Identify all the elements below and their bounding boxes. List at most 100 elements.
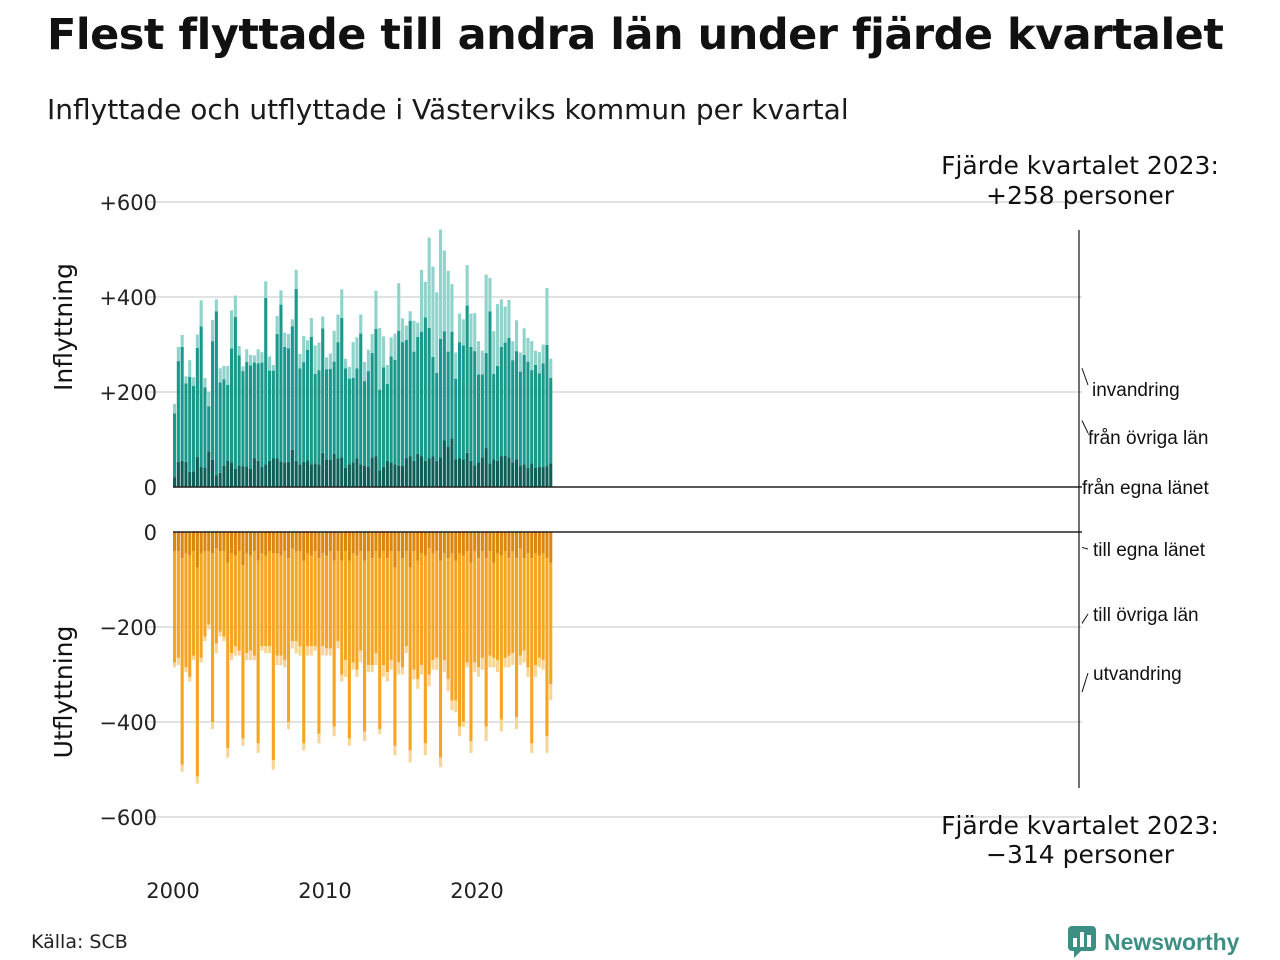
outflow-bar-utvandring [336, 641, 340, 649]
inflow-bar-från-övriga-län [465, 305, 469, 453]
outflow-bar-till-egna-länet [408, 532, 412, 568]
inflow-bar-invandring [530, 341, 534, 371]
outflow-bar-utvandring [344, 660, 348, 677]
outflow-bar-till-egna-länet [499, 532, 503, 556]
outflow-bar-utvandring [347, 738, 351, 746]
inflow-bar-från-egna-länet [530, 463, 534, 487]
outflow-bar-till-övriga-län [408, 567, 412, 751]
outflow-bar-till-övriga-län [347, 560, 351, 739]
outflow-bar-utvandring [249, 650, 253, 661]
inflow-bar-från-egna-länet [537, 467, 541, 487]
inflow-bar-från-egna-länet [526, 468, 530, 487]
series-label-leader [1081, 420, 1089, 434]
inflow-bar-invandring [450, 284, 454, 332]
outflow-bar-utvandring [450, 700, 454, 711]
outflow-bar-utvandring [214, 643, 218, 654]
inflow-bar-från-egna-länet [477, 462, 481, 487]
inflow-bar-från-övriga-län [249, 365, 253, 469]
outflow-bar-till-egna-länet [507, 532, 511, 559]
inflow-bar-från-övriga-län [245, 362, 249, 467]
outflow-bar-utvandring [420, 665, 424, 675]
inflow-bar-invandring [252, 355, 256, 363]
inflow-bar-från-övriga-län [336, 342, 340, 459]
inflow-bar-från-egna-länet [423, 460, 427, 487]
outflow-bar-till-egna-länet [503, 532, 507, 551]
inflow-bar-från-egna-länet [237, 465, 241, 487]
outflow-bar-till-egna-länet [534, 532, 538, 554]
inflow-bar-från-övriga-län [397, 330, 401, 466]
inflow-bar-invandring [256, 349, 260, 364]
outflow-bar-till-övriga-län [275, 553, 279, 656]
outflow-bar-utvandring [507, 655, 511, 668]
inflow-bar-invandring [275, 316, 279, 335]
outflow-bar-till-övriga-län [416, 560, 420, 680]
inflow-bar-från-övriga-län [404, 339, 408, 459]
inflow-bar-från-övriga-län [222, 379, 226, 466]
outflow-bar-till-egna-länet [431, 532, 435, 554]
outflow-bar-till-övriga-län [249, 555, 253, 651]
inflow-bar-från-övriga-län [541, 363, 545, 468]
inflow-bar-från-övriga-län [241, 371, 245, 467]
outflow-bar-till-övriga-län [306, 553, 310, 646]
outflow-bar-till-egna-länet [423, 532, 427, 556]
outflow-bar-till-övriga-län [302, 560, 306, 744]
outflow-bar-utvandring [465, 662, 469, 668]
inflow-bar-från-övriga-län [431, 356, 435, 457]
inflow-bar-från-egna-länet [195, 457, 199, 487]
outflow-bar-utvandring [317, 733, 321, 744]
outflow-bar-till-egna-länet [306, 532, 310, 554]
outflow-bar-till-övriga-län [203, 551, 207, 637]
bars [173, 229, 553, 784]
inflow-bar-från-egna-länet [393, 464, 397, 487]
outflow-bar-till-egna-länet [401, 532, 405, 559]
inflow-bar-från-övriga-län [298, 368, 302, 465]
inflow-bar-från-övriga-län [359, 333, 363, 465]
outflow-bar-utvandring [511, 653, 515, 665]
outflow-bar-till-egna-länet [321, 532, 325, 554]
inflow-bar-från-övriga-län [313, 373, 317, 464]
outflow-bar-till-egna-länet [173, 532, 177, 551]
inflow-bar-från-egna-länet [298, 464, 302, 487]
outflow-bar-till-övriga-län [256, 560, 260, 744]
outflow-bar-till-övriga-län [469, 562, 473, 741]
outflow-bar-utvandring [488, 655, 492, 668]
outflow-bar-till-övriga-län [442, 553, 446, 661]
outflow-bar-till-egna-länet [378, 532, 382, 559]
outflow-bar-till-övriga-län [359, 551, 363, 651]
outflow-bar-utvandring [370, 665, 374, 673]
inflow-bar-från-övriga-län [427, 327, 431, 459]
inflow-bar-invandring [317, 342, 321, 371]
inflow-bar-invandring [347, 366, 351, 379]
inflow-bar-från-övriga-län [370, 353, 374, 458]
outflow-bar-utvandring [230, 653, 234, 661]
inflow-bar-från-övriga-län [450, 331, 454, 439]
inflow-bar-från-övriga-län [374, 328, 378, 457]
inflow-bar-från-egna-länet [480, 457, 484, 487]
outflow-bar-till-övriga-län [423, 555, 427, 744]
outflow-bar-till-övriga-län [180, 558, 184, 765]
outflow-bar-utvandring [363, 731, 367, 741]
annotation-top-line2: +258 personer [986, 181, 1175, 210]
outflow-bar-till-egna-länet [207, 532, 211, 551]
inflow-bar-från-egna-länet [454, 459, 458, 487]
inflow-bar-från-egna-länet [336, 458, 340, 487]
outflow-bar-till-övriga-län [264, 555, 268, 646]
outflow-bar-till-egna-länet [473, 532, 477, 551]
outflow-bar-utvandring [503, 657, 507, 668]
outflow-bar-utvandring [454, 700, 458, 713]
outflow-bar-utvandring [199, 657, 203, 663]
inflow-bar-invandring [351, 342, 355, 378]
outflow-bar-till-övriga-län [192, 551, 196, 656]
inflow-bar-från-egna-länet [313, 463, 317, 487]
outflow-bar-till-egna-länet [294, 532, 298, 551]
x-tick-label: 2000 [146, 879, 199, 903]
inflow-bar-från-övriga-län [290, 326, 294, 450]
inflow-bar-från-egna-länet [435, 460, 439, 487]
outflow-bar-utvandring [374, 653, 378, 665]
inflow-bar-från-egna-länet [366, 467, 370, 487]
inflow-bar-från-egna-länet [484, 448, 488, 487]
inflow-bar-invandring [325, 357, 329, 370]
inflow-bar-invandring [279, 290, 283, 305]
inflow-bar-från-egna-länet [290, 449, 294, 487]
inflow-bar-från-övriga-län [347, 378, 351, 465]
